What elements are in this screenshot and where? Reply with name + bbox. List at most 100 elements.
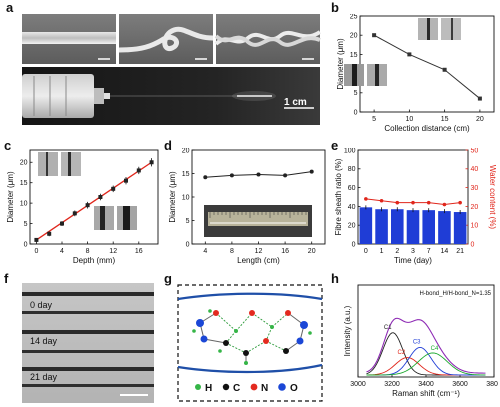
c-fit-line [36,161,152,241]
h-total-spectrum [366,317,486,374]
d-x-tick-label: 8 [230,248,234,255]
d-data-point [256,172,261,177]
d-y-tick-label: 5 [186,218,190,225]
b-y-tick-label: 20 [350,33,358,40]
photo-syringe-fiber [22,67,320,125]
b-x-tick-label: 20 [476,116,484,123]
b-data-point [477,96,482,101]
e-y-right-tick-label: 0 [471,241,475,248]
e-x-tick-label: 1 [380,248,384,255]
panel-label-b: b [331,0,339,15]
c-x-tick-label: 0 [34,248,38,255]
d-data-point [283,173,288,178]
legend-n-dot [250,383,258,391]
c-x-axis-label: Depth (mm) [73,256,116,265]
c-y-tick-label: 10 [20,201,28,208]
e-x-tick-label: 7 [427,248,431,255]
h-x-tick-label: 3200 [384,381,400,388]
e-y-tick-label: 100 [344,148,356,154]
panel-label-h: h [331,271,339,286]
e-bar [359,207,373,244]
c-x-tick-label: 16 [135,248,143,255]
b-series-line [373,34,481,99]
h-x-tick-label: 3000 [350,381,366,388]
c-x-tick-label: 4 [60,248,64,255]
panel-label-g: g [164,271,172,286]
c-data-point [124,178,128,183]
b-data-point [442,67,447,72]
panel-label-a: a [6,0,14,15]
panel-g-schematic: H C N O [177,284,323,402]
molecular-bonds [199,312,305,363]
h-peak-label-c1: C1 [384,325,392,331]
chart-c: 0 4 8 12 16 0 5 10 15 20 Depth (mm) Diameter (μm) [6,149,159,265]
e-water-point [395,200,400,205]
h-peak-c3 [366,347,486,376]
c-data-point [47,231,52,236]
c-y-tick-label: 5 [24,221,28,228]
e-y-right-tick-label: 30 [471,185,479,192]
d-x-tick-label: 4 [203,248,207,255]
e-x-tick-label: 2 [395,248,399,255]
scale-bar-label: 1 cm [284,97,307,108]
c-data-point [136,168,141,173]
c-plot-frame [29,149,159,245]
e-bar [453,212,467,244]
panel-f-figure [22,283,154,403]
micrograph-14-day [22,330,154,353]
e-y-right-tick-label: 40 [471,166,479,173]
h-peak-label-c2: C2 [398,350,406,356]
h-peak-c1 [366,332,486,376]
h-peak-label-c3: C3 [413,340,421,346]
atoms [192,309,312,365]
e-water-point [411,200,415,205]
h-peak-label-c4: C4 [431,346,439,352]
e-y-tick-label: 20 [348,223,356,230]
b-x-tick-label: 15 [441,116,449,123]
e-water-point [364,197,368,201]
e-y-tick-label: 40 [348,204,356,211]
c-y-tick-label: 0 [24,241,28,248]
h-plot-frame [357,284,495,378]
h-y-axis-label: Intensity (a.u.) [343,305,352,356]
e-x-tick-label: 0 [364,248,368,255]
e-y-right-tick-label: 20 [471,204,479,211]
d-x-axis-label: Length (cm) [237,256,280,265]
c-data-point [34,237,39,242]
b-y-axis-label: Diameter (μm) [336,38,345,90]
sem-twisted-fiber [214,14,322,64]
h-annotation: H-bond_H/H-bond_N=1.35 [419,291,491,297]
h-x-tick-label: 3400 [418,381,434,388]
micrograph-21-day [22,367,154,387]
c-y-tick-label: 20 [20,160,28,167]
legend-o-label: O [290,383,298,394]
legend-n-label: N [261,383,268,394]
b-inset-images [344,18,461,86]
b-y-tick-label: 5 [354,90,358,97]
b-x-tick-label: 10 [405,116,413,123]
h-x-tick-label: 3600 [452,381,468,388]
d-x-tick-label: 12 [255,248,263,255]
e-bar [438,211,451,244]
e-y-right-axis-label: Water content (%) [488,165,497,230]
e-y-tick-label: 80 [348,166,356,173]
legend-h-dot [195,384,201,390]
e-x-tick-label: 21 [456,248,464,255]
chart-b: 51015200510152025Collection distance (cm… [336,14,495,133]
sem-straight-fiber [22,14,116,64]
c-data-point [98,195,103,199]
e-bar [391,209,404,244]
legend-h-label: H [205,383,212,394]
e-x-tick-label: 3 [411,248,415,255]
panel-label-f: f [4,271,9,286]
b-y-tick-label: 25 [350,14,358,20]
h-peak-c4 [366,352,486,376]
d-y-axis-label: Diameter (μm) [168,171,177,223]
e-water-point [458,200,462,205]
e-water-point [379,198,384,203]
c-data-point [85,203,90,208]
h-x-axis-label: Raman shift (cm⁻¹) [392,389,460,398]
e-y-tick-label: 60 [348,185,356,192]
b-data-point [372,33,377,38]
d-y-tick-label: 0 [186,241,190,248]
